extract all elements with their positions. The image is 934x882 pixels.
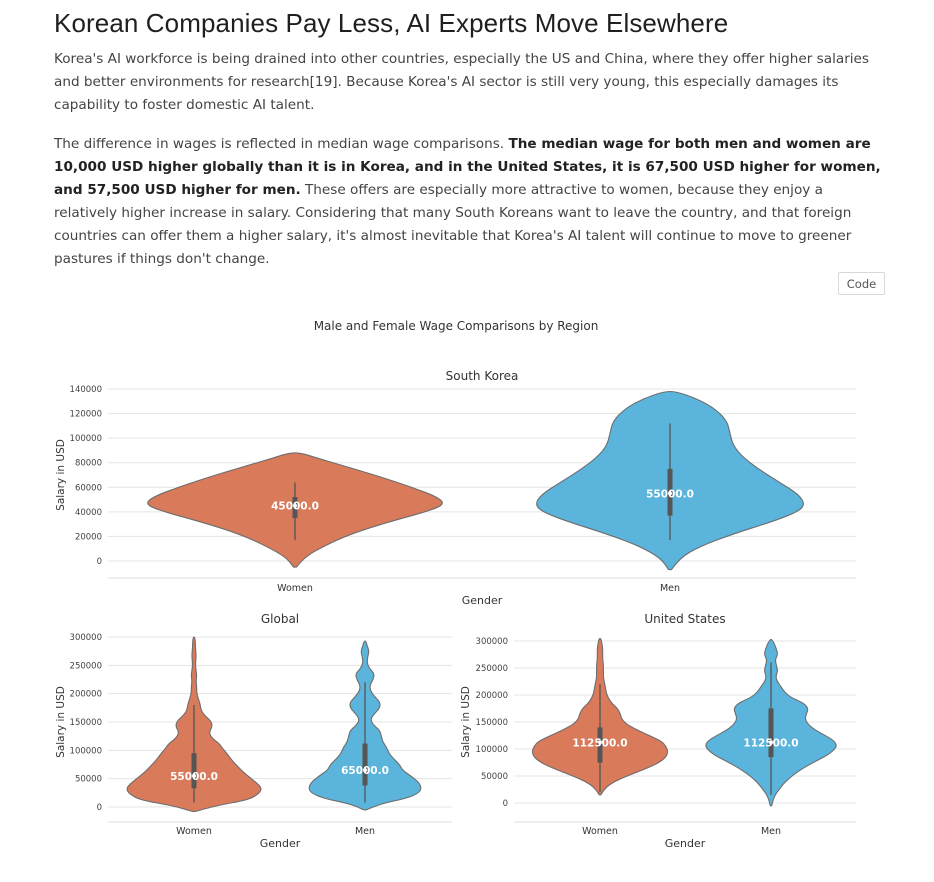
- wage-paragraph-highlight: The median wage for both men and women a…: [54, 136, 881, 198]
- iqr-box: [191, 753, 197, 789]
- y-tick-label: 0: [97, 803, 102, 813]
- figure-title: Male and Female Wage Comparisons by Regi…: [314, 319, 599, 333]
- panel-title: United States: [644, 612, 725, 626]
- panel-united-states: 0 50000 100000 150000 200000 250000 300000 Unit…: [460, 612, 856, 850]
- y-tick-label: 0: [503, 799, 508, 809]
- y-tick-label: 100000: [70, 746, 102, 756]
- median-label: 55000.0: [170, 771, 218, 783]
- y-tick-label: 100000: [476, 745, 508, 755]
- y-tick-label: 200000: [70, 690, 102, 700]
- y-axis-label: Salary in USD: [460, 686, 472, 758]
- x-tick-label: Women: [176, 826, 212, 837]
- iqr-box: [597, 727, 603, 763]
- y-tick-label: 250000: [476, 664, 508, 674]
- y-tick-label: 120000: [70, 410, 102, 420]
- y-tick-label: 300000: [476, 637, 508, 647]
- y-tick-label: 20000: [75, 532, 102, 542]
- x-tick-label: Women: [277, 583, 313, 594]
- x-tick-label: Men: [761, 826, 781, 837]
- median-label: 112500.0: [743, 737, 798, 749]
- panel-south-korea: 0 20000 40000 60000 80000 100000 120000 140000 S…: [55, 369, 856, 607]
- y-tick-label: 40000: [75, 508, 102, 518]
- median-dot: [598, 740, 602, 745]
- median-label: 65000.0: [341, 765, 389, 777]
- median-label: 55000.0: [646, 488, 694, 500]
- iqr-box: [362, 743, 368, 786]
- x-tick-label: Men: [355, 826, 375, 837]
- y-tick-label: 60000: [75, 483, 102, 493]
- y-tick-label: 250000: [70, 661, 102, 671]
- y-tick-label: 200000: [476, 691, 508, 701]
- y-tick-label: 300000: [70, 633, 102, 643]
- panel-global: 0 50000 100000 150000 200000 250000 300000 Glob…: [55, 612, 452, 850]
- y-tick-label: 80000: [75, 459, 102, 469]
- y-axis-label: Salary in USD: [55, 686, 67, 758]
- median-dot: [363, 768, 367, 773]
- wage-paragraph-tail: These offers are especially more attract…: [54, 182, 852, 267]
- median-dot: [668, 491, 672, 496]
- panel-title: Global: [261, 612, 299, 626]
- wage-paragraph: The difference in wages is reflected in …: [54, 133, 884, 271]
- median-dot: [293, 503, 297, 508]
- iqr-box: [768, 708, 774, 758]
- median-dot: [192, 773, 196, 778]
- y-axis-label: Salary in USD: [55, 439, 67, 511]
- intro-paragraph: Korea's AI workforce is being drained in…: [54, 51, 870, 113]
- y-tick-label: 150000: [476, 718, 508, 728]
- median-dot: [769, 740, 773, 745]
- x-tick-label: Women: [582, 826, 618, 837]
- panel-title: South Korea: [446, 369, 519, 383]
- y-tick-label: 150000: [70, 718, 102, 728]
- y-tick-label: 50000: [75, 775, 102, 785]
- y-tick-label: 100000: [70, 434, 102, 444]
- median-label: 45000.0: [271, 501, 319, 513]
- page-title: Korean Companies Pay Less, AI Experts Mo…: [54, 8, 729, 38]
- x-axis-label: Gender: [462, 594, 503, 607]
- median-label: 112500.0: [572, 737, 627, 749]
- y-tick-label: 0: [97, 557, 102, 567]
- x-axis-label: Gender: [260, 837, 301, 850]
- x-tick-label: Men: [660, 583, 680, 594]
- code-toggle-button[interactable]: Code: [838, 272, 885, 295]
- y-tick-label: 140000: [70, 385, 102, 395]
- violin-figure: Male and Female Wage Comparisons by Regi…: [55, 319, 856, 850]
- y-tick-label: 50000: [481, 772, 508, 782]
- x-axis-label: Gender: [665, 837, 706, 850]
- wage-paragraph-lead: The difference in wages is reflected in …: [54, 136, 509, 152]
